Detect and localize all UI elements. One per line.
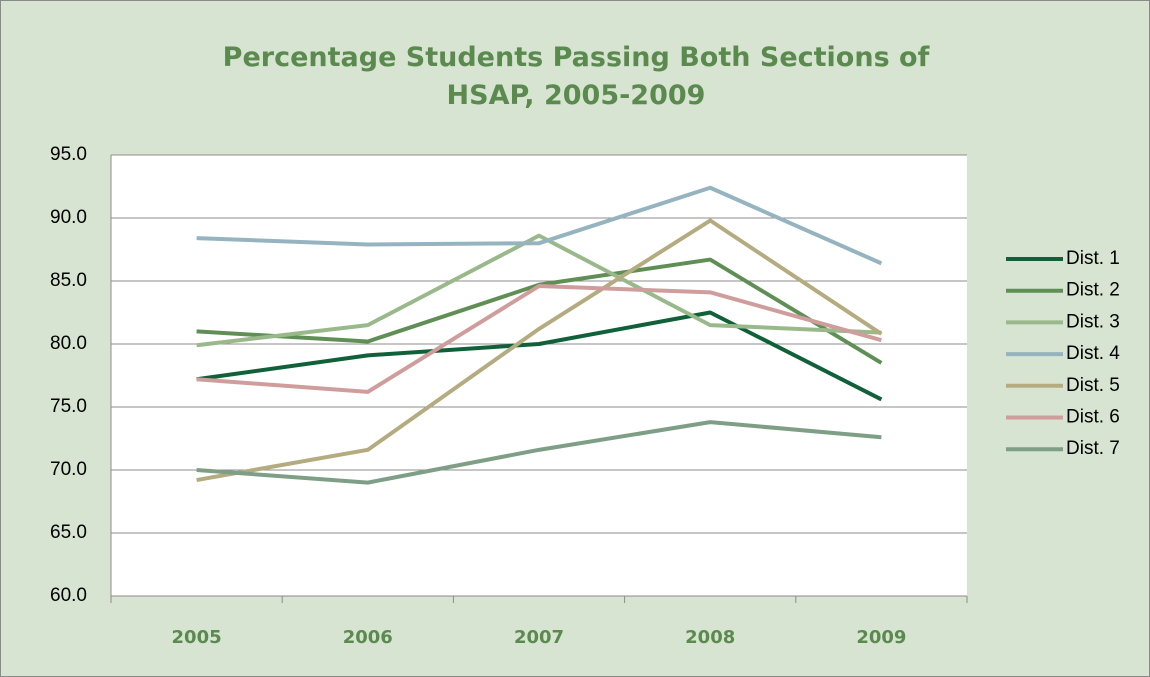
x-tick-label: 2008 bbox=[685, 627, 735, 648]
series-line bbox=[196, 218, 883, 483]
legend-label: Dist. 4 bbox=[1066, 343, 1120, 364]
y-tick-label: 90.0 bbox=[50, 207, 87, 228]
y-tick-label: 70.0 bbox=[50, 459, 87, 480]
chart-title: Percentage Students Passing Both Section… bbox=[222, 42, 930, 111]
x-tick-label: 2005 bbox=[172, 627, 222, 648]
y-tick-label: 65.0 bbox=[50, 522, 87, 543]
y-tick-label: 80.0 bbox=[50, 333, 87, 354]
y-tick-label: 95.0 bbox=[50, 144, 87, 165]
series-line bbox=[196, 284, 882, 394]
series-line bbox=[196, 233, 882, 348]
x-tick-label: 2009 bbox=[856, 627, 906, 648]
series-line bbox=[196, 420, 882, 485]
legend-label: Dist. 5 bbox=[1066, 375, 1120, 396]
plot-area bbox=[111, 155, 967, 596]
y-tick-label: 85.0 bbox=[50, 270, 87, 291]
x-tick-label: 2006 bbox=[343, 627, 393, 648]
x-tick-label: 2007 bbox=[514, 627, 564, 648]
series-line bbox=[196, 185, 883, 266]
legend-label: Dist. 3 bbox=[1066, 311, 1120, 332]
legend-label: Dist. 1 bbox=[1066, 248, 1120, 269]
y-tick-label: 60.0 bbox=[50, 585, 87, 606]
legend-label: Dist. 2 bbox=[1066, 280, 1120, 301]
legend-label: Dist. 7 bbox=[1066, 438, 1120, 459]
y-tick-label: 75.0 bbox=[50, 396, 87, 417]
legend-label: Dist. 6 bbox=[1066, 407, 1120, 428]
series-line bbox=[196, 310, 883, 402]
